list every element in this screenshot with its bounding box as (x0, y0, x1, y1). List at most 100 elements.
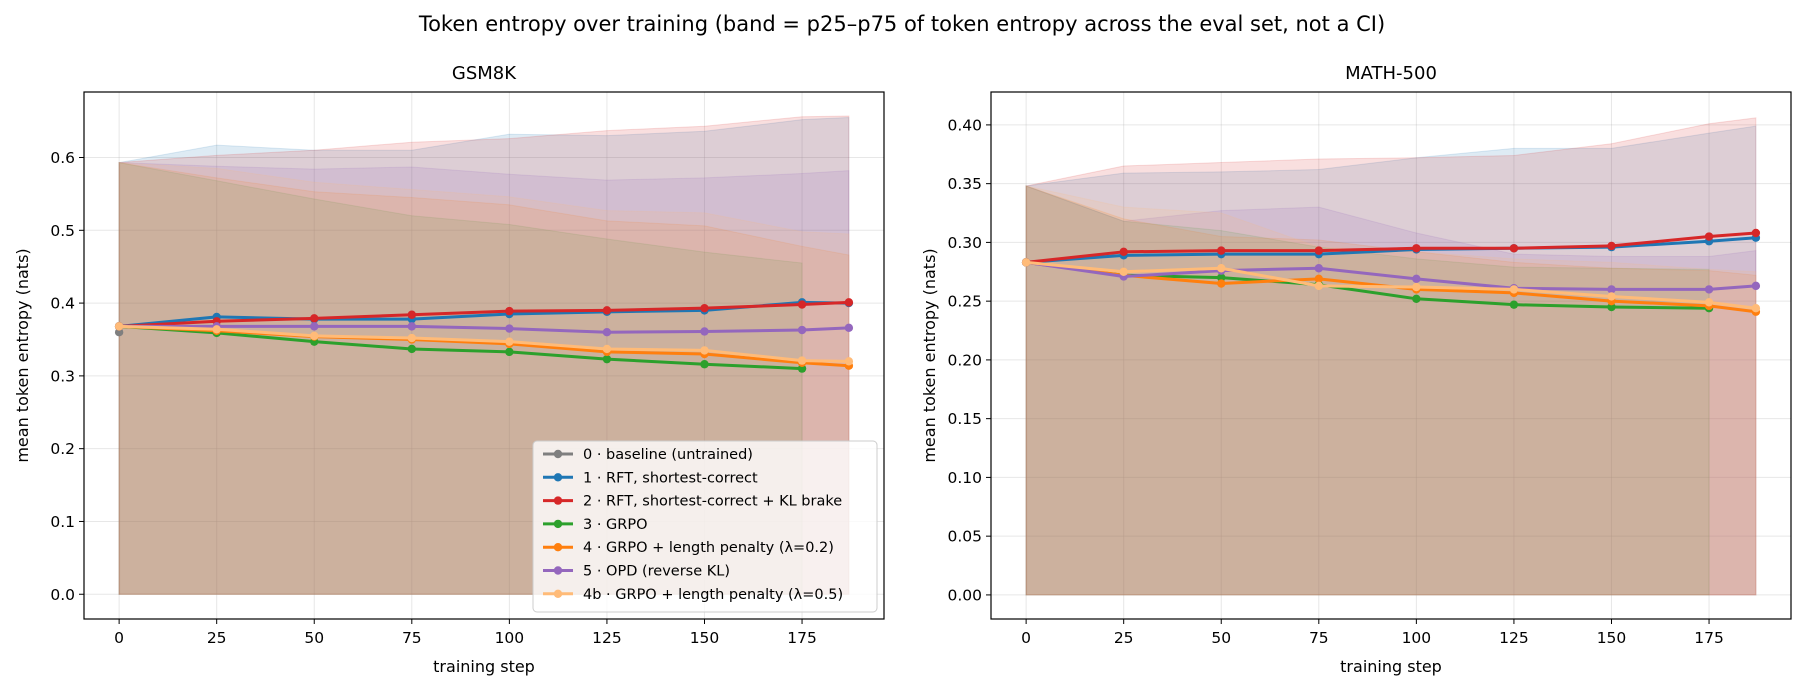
point-opd (602, 328, 612, 337)
legend: 0 · baseline (untrained) 1 · RFT, shortes… (532, 440, 878, 613)
legend-entry-rft: 1 · RFT, shortest-correct (543, 470, 758, 486)
legend-label: 1 · RFT, shortest-correct (583, 470, 758, 486)
y-tick-label: 0.00 (947, 586, 982, 604)
x-tick-label: 100 (495, 629, 525, 647)
figure-title: Token entropy over training (band = p25–… (418, 12, 1385, 36)
series-grpo_lp05 (1021, 258, 1761, 313)
y-tick-label: 0.25 (947, 293, 982, 311)
point-rft_kl (1412, 244, 1421, 253)
legend-marker (553, 589, 563, 598)
point-opd (1412, 274, 1421, 284)
point-rft_kl (1704, 232, 1714, 241)
point-grpo_lp05 (407, 333, 417, 343)
y-tick-label: 0.30 (947, 234, 982, 252)
legend-label: 4b · GRPO + length penalty (λ=0.5) (583, 587, 843, 603)
point-grpo_lp05 (310, 331, 319, 341)
point-rft_kl (1751, 228, 1761, 238)
point-rft_kl (1217, 246, 1226, 255)
point-grpo (505, 347, 514, 357)
legend-entry-grpo_lp02: 4 · GRPO + length penalty (λ=0.2) (543, 540, 834, 556)
axes-frame (990, 91, 1792, 620)
point-rft_kl (602, 306, 612, 315)
point-rft_kl (1607, 241, 1616, 251)
point-grpo (407, 344, 417, 354)
point-grpo (1509, 300, 1519, 309)
point-grpo (602, 354, 612, 364)
point-opd (1751, 281, 1761, 291)
point-rft_kl (505, 306, 514, 316)
y-tick-label: 0.35 (947, 175, 982, 193)
legend-marker (553, 449, 563, 459)
point-grpo_lp05 (505, 337, 514, 346)
point-opd (1607, 285, 1616, 294)
point-grpo_lp05 (797, 356, 807, 365)
point-rft_kl (797, 300, 807, 309)
point-grpo (700, 360, 709, 369)
legend-entry-rft_kl: 2 · RFT, shortest-correct + KL brake (543, 494, 842, 510)
p25-p75-bands (1025, 117, 1757, 596)
y-tick-label: 0.40 (947, 116, 982, 134)
point-opd (505, 324, 514, 333)
legend-label: 2 · RFT, shortest-correct + KL brake (583, 494, 842, 510)
point-grpo_lp05 (1607, 292, 1616, 301)
point-opd (1314, 264, 1324, 273)
point-opd (1704, 285, 1714, 294)
series-lines (114, 298, 854, 373)
point-grpo (1217, 273, 1226, 282)
legend-marker (553, 496, 563, 505)
y-tick-label: 0.3 (50, 367, 75, 385)
point-grpo_lp05 (1217, 264, 1226, 273)
x-tick-label: 175 (787, 629, 817, 647)
y-tick-label: 0.0 (50, 586, 75, 604)
series-lines (1021, 228, 1761, 316)
point-opd (844, 323, 854, 333)
point-grpo_lp05 (844, 357, 854, 366)
point-grpo_lp05 (602, 344, 612, 354)
point-opd (797, 325, 807, 335)
point-rft_kl (1509, 244, 1519, 253)
x-tick-label: 75 (1309, 629, 1329, 647)
x-ticks: 0 25 50 75 100 125 150 175 (114, 619, 817, 647)
point-rft_kl (310, 314, 319, 323)
point-grpo_lp05 (1021, 258, 1031, 267)
x-tick-label: 175 (1694, 629, 1724, 647)
y-axis-label: mean token entropy (nats) (13, 248, 32, 462)
legend-label: 4 · GRPO + length penalty (λ=0.2) (583, 540, 834, 556)
y-tick-label: 0.05 (947, 528, 982, 546)
point-opd (310, 322, 319, 331)
point-grpo_lp05 (114, 322, 124, 331)
y-tick-label: 0.5 (50, 222, 75, 240)
grid (991, 92, 1791, 619)
panel-title: GSM8K (452, 63, 517, 84)
y-tick-label: 0.2 (50, 440, 75, 458)
legend-marker (553, 566, 563, 575)
band-baseline (118, 162, 121, 595)
legend-label: 5 · OPD (reverse KL) (583, 564, 730, 580)
x-tick-label: 150 (1597, 629, 1627, 647)
point-rft_kl (700, 303, 709, 313)
x-tick-label: 50 (1211, 629, 1231, 647)
legend-entry-grpo: 3 · GRPO (543, 517, 648, 533)
band-baseline (1025, 185, 1028, 596)
legend-frame (532, 440, 878, 613)
y-tick-label: 0.1 (50, 513, 75, 531)
y-tick-label: 0.6 (50, 149, 75, 167)
point-grpo_lp05 (212, 325, 221, 334)
y-tick-label: 0.15 (947, 410, 982, 428)
series-baseline (114, 328, 124, 337)
point-baseline (114, 328, 124, 337)
point-rft_kl (1119, 247, 1128, 257)
legend-entry-baseline: 0 · baseline (untrained) (543, 447, 753, 463)
band-rft (1025, 125, 1757, 596)
point-grpo_lp02 (1217, 279, 1226, 288)
legend-marker (553, 543, 563, 552)
x-tick-label: 150 (690, 629, 720, 647)
x-tick-label: 125 (592, 629, 622, 647)
x-tick-label: 100 (1402, 629, 1432, 647)
legend-entry-opd: 5 · OPD (reverse KL) (543, 564, 730, 580)
x-tick-label: 0 (114, 629, 124, 647)
point-grpo (1412, 294, 1421, 304)
x-tick-label: 25 (207, 629, 227, 647)
